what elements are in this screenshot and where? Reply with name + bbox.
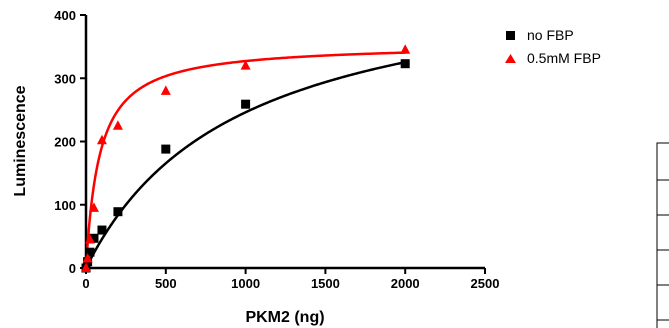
point-triangle xyxy=(160,85,171,95)
point-square xyxy=(161,144,171,154)
point-triangle xyxy=(96,134,107,145)
y-tick-label: 0 xyxy=(69,261,76,276)
point-triangle xyxy=(240,60,251,70)
legend: no FBP 0.5mM FBP xyxy=(505,27,601,66)
x-ticks: 0 500 1000 1500 2000 2500 xyxy=(82,268,499,291)
point-square xyxy=(113,207,123,217)
legend-marker-triangle xyxy=(505,54,516,63)
point-triangle xyxy=(400,44,411,54)
x-tick-label: 2500 xyxy=(471,276,500,291)
x-tick-label: 0 xyxy=(82,276,89,291)
partial-table-border xyxy=(656,142,669,328)
fit-curve-0 xyxy=(84,60,406,269)
x-tick-label: 1000 xyxy=(231,276,260,291)
point-square xyxy=(241,99,251,109)
x-axis-label: PKM2 (ng) xyxy=(245,309,324,326)
point-triangle xyxy=(112,120,123,130)
point-triangle xyxy=(82,253,93,263)
y-ticks: 0 100 200 300 400 xyxy=(54,8,86,276)
fit-curve-1 xyxy=(84,51,406,269)
point-triangle xyxy=(81,262,91,272)
x-tick-label: 2000 xyxy=(391,276,420,291)
axes: 0 500 1000 1500 2000 2500 0 100 200 300 400 xyxy=(54,8,499,291)
y-axis-label: Luminescence xyxy=(12,85,29,196)
y-tick-label: 200 xyxy=(54,135,76,150)
legend-label-fbp: 0.5mM FBP xyxy=(527,50,601,66)
point-square xyxy=(89,233,99,243)
data-points xyxy=(81,44,411,273)
x-tick-label: 500 xyxy=(155,276,177,291)
y-tick-label: 300 xyxy=(54,71,76,86)
legend-marker-square xyxy=(506,31,515,40)
point-square xyxy=(400,59,410,69)
legend-item-no-fbp: no FBP xyxy=(506,27,574,43)
point-triangle xyxy=(88,202,99,212)
legend-item-fbp: 0.5mM FBP xyxy=(505,50,601,66)
point-square xyxy=(85,247,95,257)
point-triangle xyxy=(84,234,95,244)
y-tick-label: 100 xyxy=(54,198,76,213)
x-tick-label: 1500 xyxy=(311,276,340,291)
y-tick-label: 400 xyxy=(54,8,76,23)
fit-curves xyxy=(84,51,406,269)
point-square xyxy=(97,225,107,235)
legend-label-no-fbp: no FBP xyxy=(527,27,574,43)
